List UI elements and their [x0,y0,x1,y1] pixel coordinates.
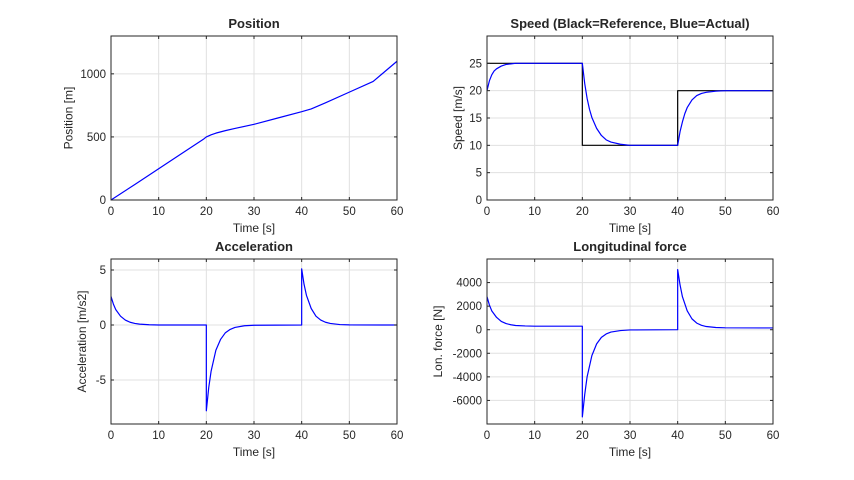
x-tick-label: 60 [767,206,780,218]
y-tick-label: 20 [469,86,482,98]
x-axis-label: Time [s] [233,221,275,235]
y-tick-label: 5 [476,168,482,180]
subplot-title: Position [228,16,279,31]
x-tick-label: 50 [343,430,356,442]
actual-series-line [486,269,774,418]
x-tick-label: 50 [343,206,356,218]
y-axis-label: Speed [m/s] [451,86,465,150]
x-tick-label: 20 [576,430,589,442]
x-tick-label: 40 [671,430,684,442]
ticks: 0 10 20 30 40 50 60 -6000 -4000 -2000 0 2000 4000 [453,259,780,442]
y-tick-label: -6000 [453,395,482,407]
y-tick-label: 0 [100,195,106,207]
subplot-title: Speed (Black=Reference, Blue=Actual) [510,16,749,31]
x-tick-label: 60 [391,430,404,442]
y-axis-label: Position [m] [62,87,76,150]
actual-series-line [110,60,398,201]
x-tick-label: 20 [200,206,213,218]
actual-series-line [486,62,773,146]
x-tick-label: 0 [108,430,114,442]
y-tick-label: 15 [469,113,482,125]
x-tick-label: 0 [484,206,490,218]
x-tick-label: 20 [576,206,589,218]
x-tick-label: 20 [200,430,213,442]
x-tick-label: 30 [624,430,637,442]
y-tick-label: 1000 [80,69,106,81]
x-axis-label: Time [s] [609,221,651,235]
x-tick-label: 40 [671,206,684,218]
x-tick-label: 30 [248,206,261,218]
y-tick-label: 5 [100,265,106,277]
y-tick-label: 10 [469,140,482,152]
ticks: 0 10 20 30 40 50 60 0 5 10 15 20 25 [469,36,779,218]
x-tick-label: 60 [391,206,404,218]
x-tick-label: 50 [719,206,732,218]
subplot-title: Acceleration [215,239,293,254]
subplot-longitudinal-force: 0 10 20 30 40 50 60 -6000 -4000 -2000 0 2000 4000 Lon… [431,239,779,459]
ticks: 0 10 20 30 40 50 60 0 500 1000 [80,36,403,218]
x-tick-label: 40 [295,206,308,218]
subplot-speed: 0 10 20 30 40 50 60 0 5 10 15 20 25 Speed (Black=Refe… [451,16,780,235]
x-tick-label: 10 [152,430,165,442]
y-tick-label: 500 [87,132,106,144]
x-tick-label: 50 [719,430,732,442]
x-axis-label: Time [s] [609,445,651,459]
y-tick-label: 2000 [456,301,482,313]
x-tick-label: 40 [295,430,308,442]
subplot-acceleration: 0 10 20 30 40 50 60 -5 0 5 Acceleration Time [s] Acc… [75,239,404,459]
subplot-title: Longitudinal force [573,239,686,254]
y-axis-label: Acceleration [m/s2] [75,290,89,392]
y-tick-label: -5 [96,375,106,387]
x-tick-label: 30 [248,430,261,442]
x-tick-label: 10 [528,206,541,218]
y-tick-label: 0 [100,320,106,332]
y-axis-label: Lon. force [N] [431,305,445,377]
y-tick-label: 0 [476,325,482,337]
actual-series-line [110,268,398,412]
y-tick-label: -2000 [453,348,482,360]
x-tick-label: 0 [108,206,114,218]
y-tick-label: 0 [476,195,482,207]
x-tick-label: 30 [624,206,637,218]
y-tick-label: -4000 [453,372,482,384]
subplot-position: 0 10 20 30 40 50 60 0 500 1000 Position Time [s] Pos… [62,16,404,235]
y-tick-label: 4000 [456,278,482,290]
x-tick-label: 10 [152,206,165,218]
x-tick-label: 0 [484,430,490,442]
x-tick-label: 10 [528,430,541,442]
y-tick-label: 25 [469,58,482,70]
x-tick-label: 60 [767,430,780,442]
x-axis-label: Time [s] [233,445,275,459]
ticks: 0 10 20 30 40 50 60 -5 0 5 [96,259,404,442]
